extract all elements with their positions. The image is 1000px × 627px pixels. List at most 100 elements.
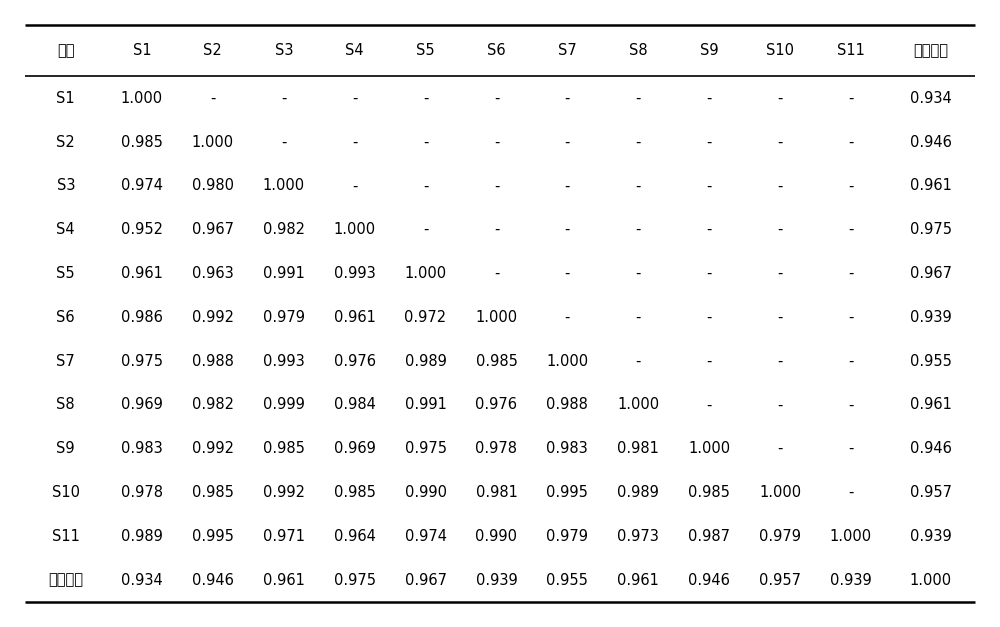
Text: 0.978: 0.978 xyxy=(475,441,517,456)
Text: -: - xyxy=(777,441,783,456)
Text: 0.955: 0.955 xyxy=(546,572,588,587)
Text: -: - xyxy=(352,135,357,150)
Text: -: - xyxy=(565,91,570,106)
Text: 0.991: 0.991 xyxy=(405,398,446,413)
Text: 1.000: 1.000 xyxy=(475,310,518,325)
Text: 1.000: 1.000 xyxy=(192,135,234,150)
Text: -: - xyxy=(848,485,854,500)
Text: -: - xyxy=(494,266,499,281)
Text: S7: S7 xyxy=(56,354,75,369)
Text: 0.961: 0.961 xyxy=(334,310,376,325)
Text: -: - xyxy=(706,135,712,150)
Text: 0.964: 0.964 xyxy=(334,529,376,544)
Text: 1.000: 1.000 xyxy=(830,529,872,544)
Text: 0.975: 0.975 xyxy=(405,441,447,456)
Text: S8: S8 xyxy=(56,398,75,413)
Text: 0.980: 0.980 xyxy=(192,179,234,194)
Text: -: - xyxy=(565,135,570,150)
Text: 0.985: 0.985 xyxy=(476,354,517,369)
Text: 0.993: 0.993 xyxy=(263,354,305,369)
Text: S10: S10 xyxy=(766,43,794,58)
Text: 0.952: 0.952 xyxy=(121,222,163,237)
Text: -: - xyxy=(777,310,783,325)
Text: S11: S11 xyxy=(52,529,80,544)
Text: -: - xyxy=(848,398,854,413)
Text: -: - xyxy=(706,310,712,325)
Text: -: - xyxy=(494,135,499,150)
Text: 0.946: 0.946 xyxy=(688,572,730,587)
Text: -: - xyxy=(565,222,570,237)
Text: -: - xyxy=(494,91,499,106)
Text: -: - xyxy=(777,398,783,413)
Text: -: - xyxy=(777,222,783,237)
Text: -: - xyxy=(352,179,357,194)
Text: 0.972: 0.972 xyxy=(404,310,447,325)
Text: -: - xyxy=(848,222,854,237)
Text: 0.985: 0.985 xyxy=(334,485,376,500)
Text: 0.975: 0.975 xyxy=(334,572,376,587)
Text: 0.995: 0.995 xyxy=(546,485,588,500)
Text: -: - xyxy=(706,91,712,106)
Text: 0.992: 0.992 xyxy=(263,485,305,500)
Text: 0.939: 0.939 xyxy=(830,572,872,587)
Text: -: - xyxy=(636,266,641,281)
Text: -: - xyxy=(494,179,499,194)
Text: 0.995: 0.995 xyxy=(192,529,234,544)
Text: S9: S9 xyxy=(56,441,75,456)
Text: 0.957: 0.957 xyxy=(910,485,952,500)
Text: S5: S5 xyxy=(416,43,435,58)
Text: 0.978: 0.978 xyxy=(121,485,163,500)
Text: 0.961: 0.961 xyxy=(121,266,163,281)
Text: 0.985: 0.985 xyxy=(121,135,163,150)
Text: 0.976: 0.976 xyxy=(334,354,376,369)
Text: -: - xyxy=(565,310,570,325)
Text: -: - xyxy=(706,266,712,281)
Text: 0.992: 0.992 xyxy=(192,310,234,325)
Text: 0.988: 0.988 xyxy=(192,354,234,369)
Text: -: - xyxy=(706,222,712,237)
Text: 0.963: 0.963 xyxy=(192,266,234,281)
Text: S1: S1 xyxy=(56,91,75,106)
Text: 对照图谱: 对照图谱 xyxy=(913,43,948,58)
Text: 0.967: 0.967 xyxy=(192,222,234,237)
Text: 0.984: 0.984 xyxy=(334,398,376,413)
Text: 0.939: 0.939 xyxy=(476,572,517,587)
Text: 0.961: 0.961 xyxy=(263,572,305,587)
Text: 0.967: 0.967 xyxy=(910,266,952,281)
Text: -: - xyxy=(706,398,712,413)
Text: 0.934: 0.934 xyxy=(121,572,163,587)
Text: 0.967: 0.967 xyxy=(405,572,447,587)
Text: S8: S8 xyxy=(629,43,648,58)
Text: -: - xyxy=(636,310,641,325)
Text: 0.999: 0.999 xyxy=(263,398,305,413)
Text: 0.981: 0.981 xyxy=(617,441,659,456)
Text: 0.946: 0.946 xyxy=(910,441,952,456)
Text: 0.976: 0.976 xyxy=(475,398,517,413)
Text: 0.961: 0.961 xyxy=(617,572,659,587)
Text: 0.989: 0.989 xyxy=(405,354,446,369)
Text: -: - xyxy=(777,179,783,194)
Text: 1.000: 1.000 xyxy=(334,222,376,237)
Text: 0.973: 0.973 xyxy=(617,529,659,544)
Text: -: - xyxy=(494,222,499,237)
Text: 0.985: 0.985 xyxy=(688,485,730,500)
Text: 0.939: 0.939 xyxy=(910,310,952,325)
Text: S10: S10 xyxy=(52,485,80,500)
Text: 0.990: 0.990 xyxy=(405,485,447,500)
Text: -: - xyxy=(706,354,712,369)
Text: 0.992: 0.992 xyxy=(192,441,234,456)
Text: 0.979: 0.979 xyxy=(759,529,801,544)
Text: -: - xyxy=(636,91,641,106)
Text: 0.934: 0.934 xyxy=(910,91,952,106)
Text: -: - xyxy=(777,91,783,106)
Text: 0.969: 0.969 xyxy=(121,398,163,413)
Text: S3: S3 xyxy=(57,179,75,194)
Text: 0.961: 0.961 xyxy=(910,398,952,413)
Text: S2: S2 xyxy=(56,135,75,150)
Text: 0.987: 0.987 xyxy=(688,529,730,544)
Text: -: - xyxy=(423,179,428,194)
Text: 0.946: 0.946 xyxy=(910,135,952,150)
Text: -: - xyxy=(636,179,641,194)
Text: 0.983: 0.983 xyxy=(121,441,163,456)
Text: 0.993: 0.993 xyxy=(334,266,376,281)
